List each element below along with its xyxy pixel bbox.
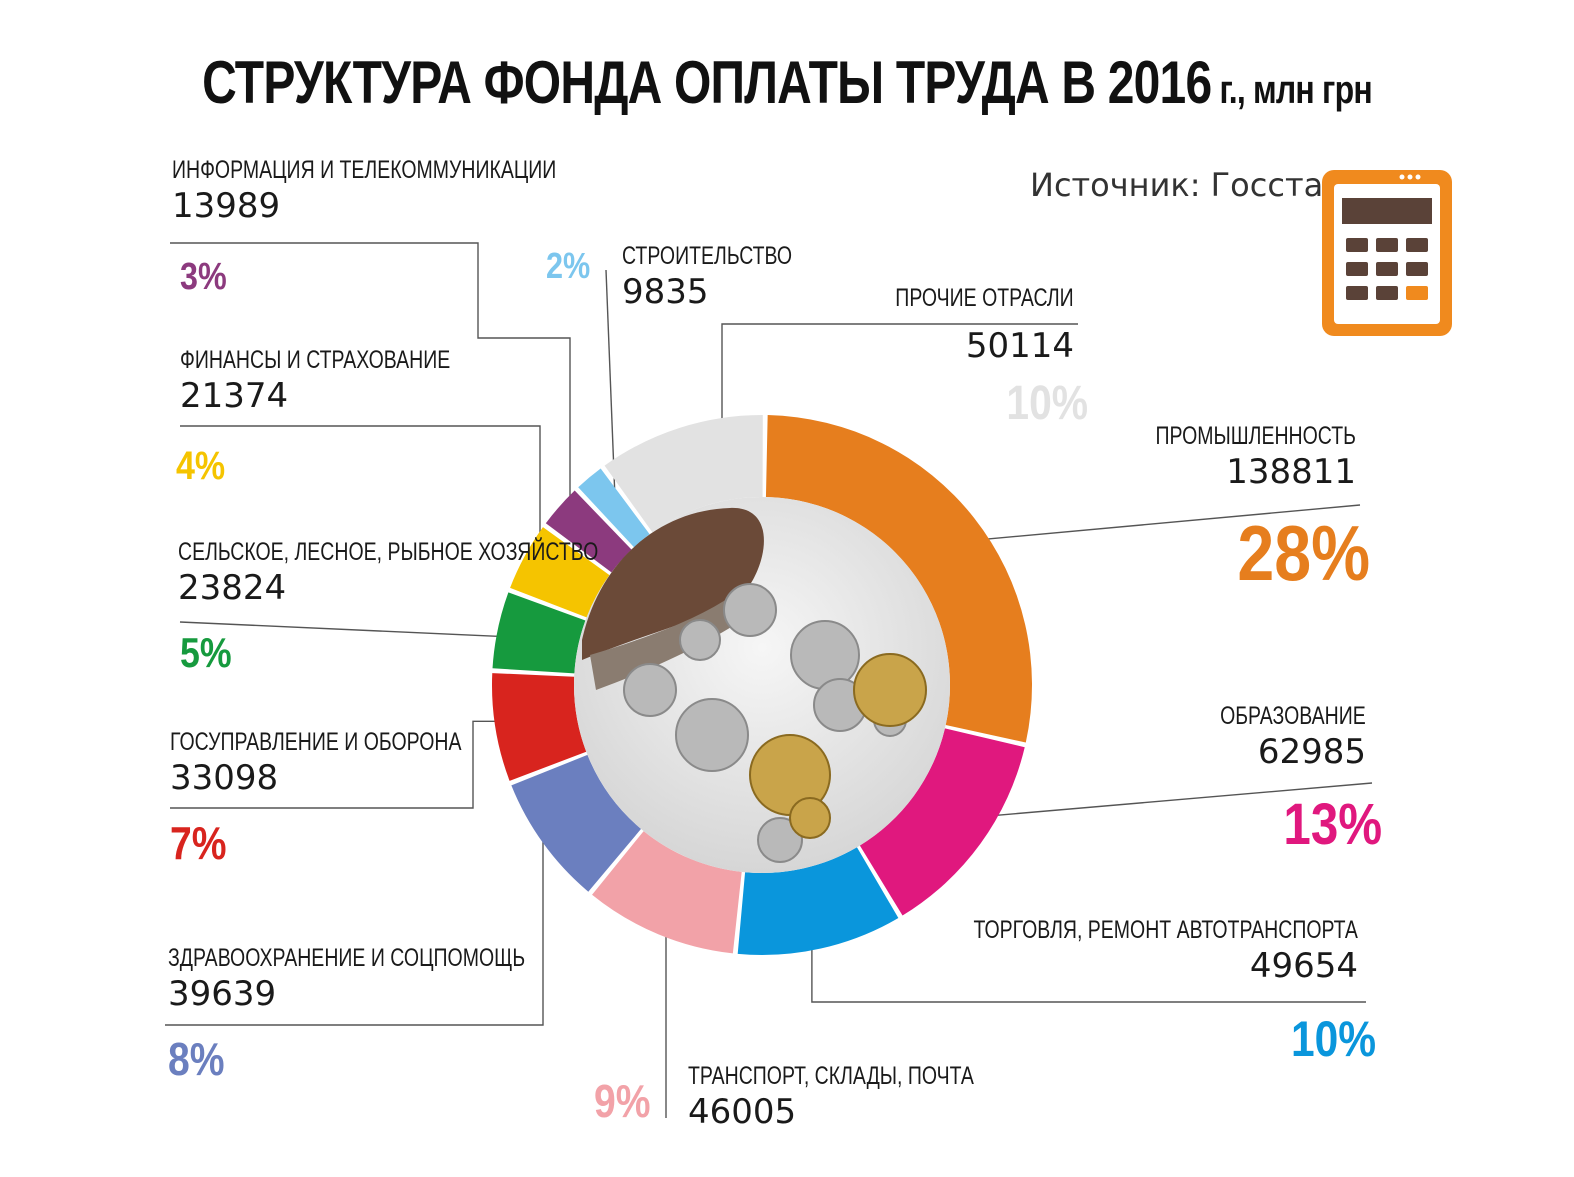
pct-construction: 2% xyxy=(546,245,591,286)
label-other: ПРОЧИЕ ОТРАСЛИ 50114 xyxy=(895,284,1074,366)
pct-finance: 4% xyxy=(176,444,226,488)
leader-agriculture xyxy=(179,621,538,639)
label-industry: ПРОМЫШЛЕННОСТЬ 138811 xyxy=(1155,422,1356,492)
calculator-icon xyxy=(1322,170,1452,336)
pct-industry: 28% xyxy=(1237,509,1370,597)
pct-health: 8% xyxy=(168,1033,225,1085)
slice-education xyxy=(859,728,1025,916)
pct-it: 3% xyxy=(180,256,227,298)
pct-other: 10% xyxy=(1006,377,1088,430)
source-note: Источник: Госстат xyxy=(1030,166,1342,204)
pct-trade: 10% xyxy=(1290,1011,1376,1067)
donut-slices xyxy=(492,415,1032,955)
label-it: ИНФОРМАЦИЯ И ТЕЛЕКОММУНИКАЦИИ 13989 xyxy=(172,156,557,226)
label-government: ГОСУПРАВЛЕНИЕ И ОБОРОНА 33098 xyxy=(170,728,462,798)
slice-industry xyxy=(765,415,1032,743)
page-title: СТРУКТУРА ФОНДА ОПЛАТЫ ТРУДА В 2016 г., … xyxy=(157,48,1416,117)
slice-finance xyxy=(510,527,610,618)
pct-agriculture: 5% xyxy=(180,629,232,676)
label-finance: ФИНАНСЫ И СТРАХОВАНИЕ 21374 xyxy=(180,346,451,416)
slice-government xyxy=(492,673,587,781)
label-transport: ТРАНСПОРТ, СКЛАДЫ, ПОЧТА 46005 xyxy=(688,1062,974,1132)
label-agriculture: СЕЛЬСКОЕ, ЛЕСНОЕ, РЫБНОЕ ХОЗЯЙСТВО 23824 xyxy=(178,538,599,608)
slice-agriculture xyxy=(492,592,586,674)
title-main: СТРУКТУРА ФОНДА ОПЛАТЫ ТРУДА В 2016 xyxy=(202,49,1212,116)
label-trade: ТОРГОВЛЯ, РЕМОНТ АВТОТРАНСПОРТА 49654 xyxy=(973,916,1358,986)
pct-government: 7% xyxy=(170,817,227,869)
slice-health xyxy=(511,754,642,892)
title-units: г., млн грн xyxy=(1211,68,1372,112)
slice-other xyxy=(604,415,763,533)
label-health: ЗДРАВООХРАНЕНИЕ И СОЦПОМОЩЬ 39639 xyxy=(168,944,526,1014)
leader-education xyxy=(947,782,1373,821)
leader-industry xyxy=(941,504,1361,544)
slice-it xyxy=(545,490,632,573)
pct-transport: 9% xyxy=(594,1075,651,1127)
label-construction: СТРОИТЕЛЬСТВО 9835 xyxy=(622,242,793,312)
slice-construction xyxy=(578,468,650,548)
pct-education: 13% xyxy=(1283,792,1382,857)
label-education: ОБРАЗОВАНИЕ 62985 xyxy=(1220,702,1366,772)
slice-transport xyxy=(592,831,742,954)
center-photo xyxy=(574,497,950,873)
slice-trade xyxy=(737,847,899,955)
